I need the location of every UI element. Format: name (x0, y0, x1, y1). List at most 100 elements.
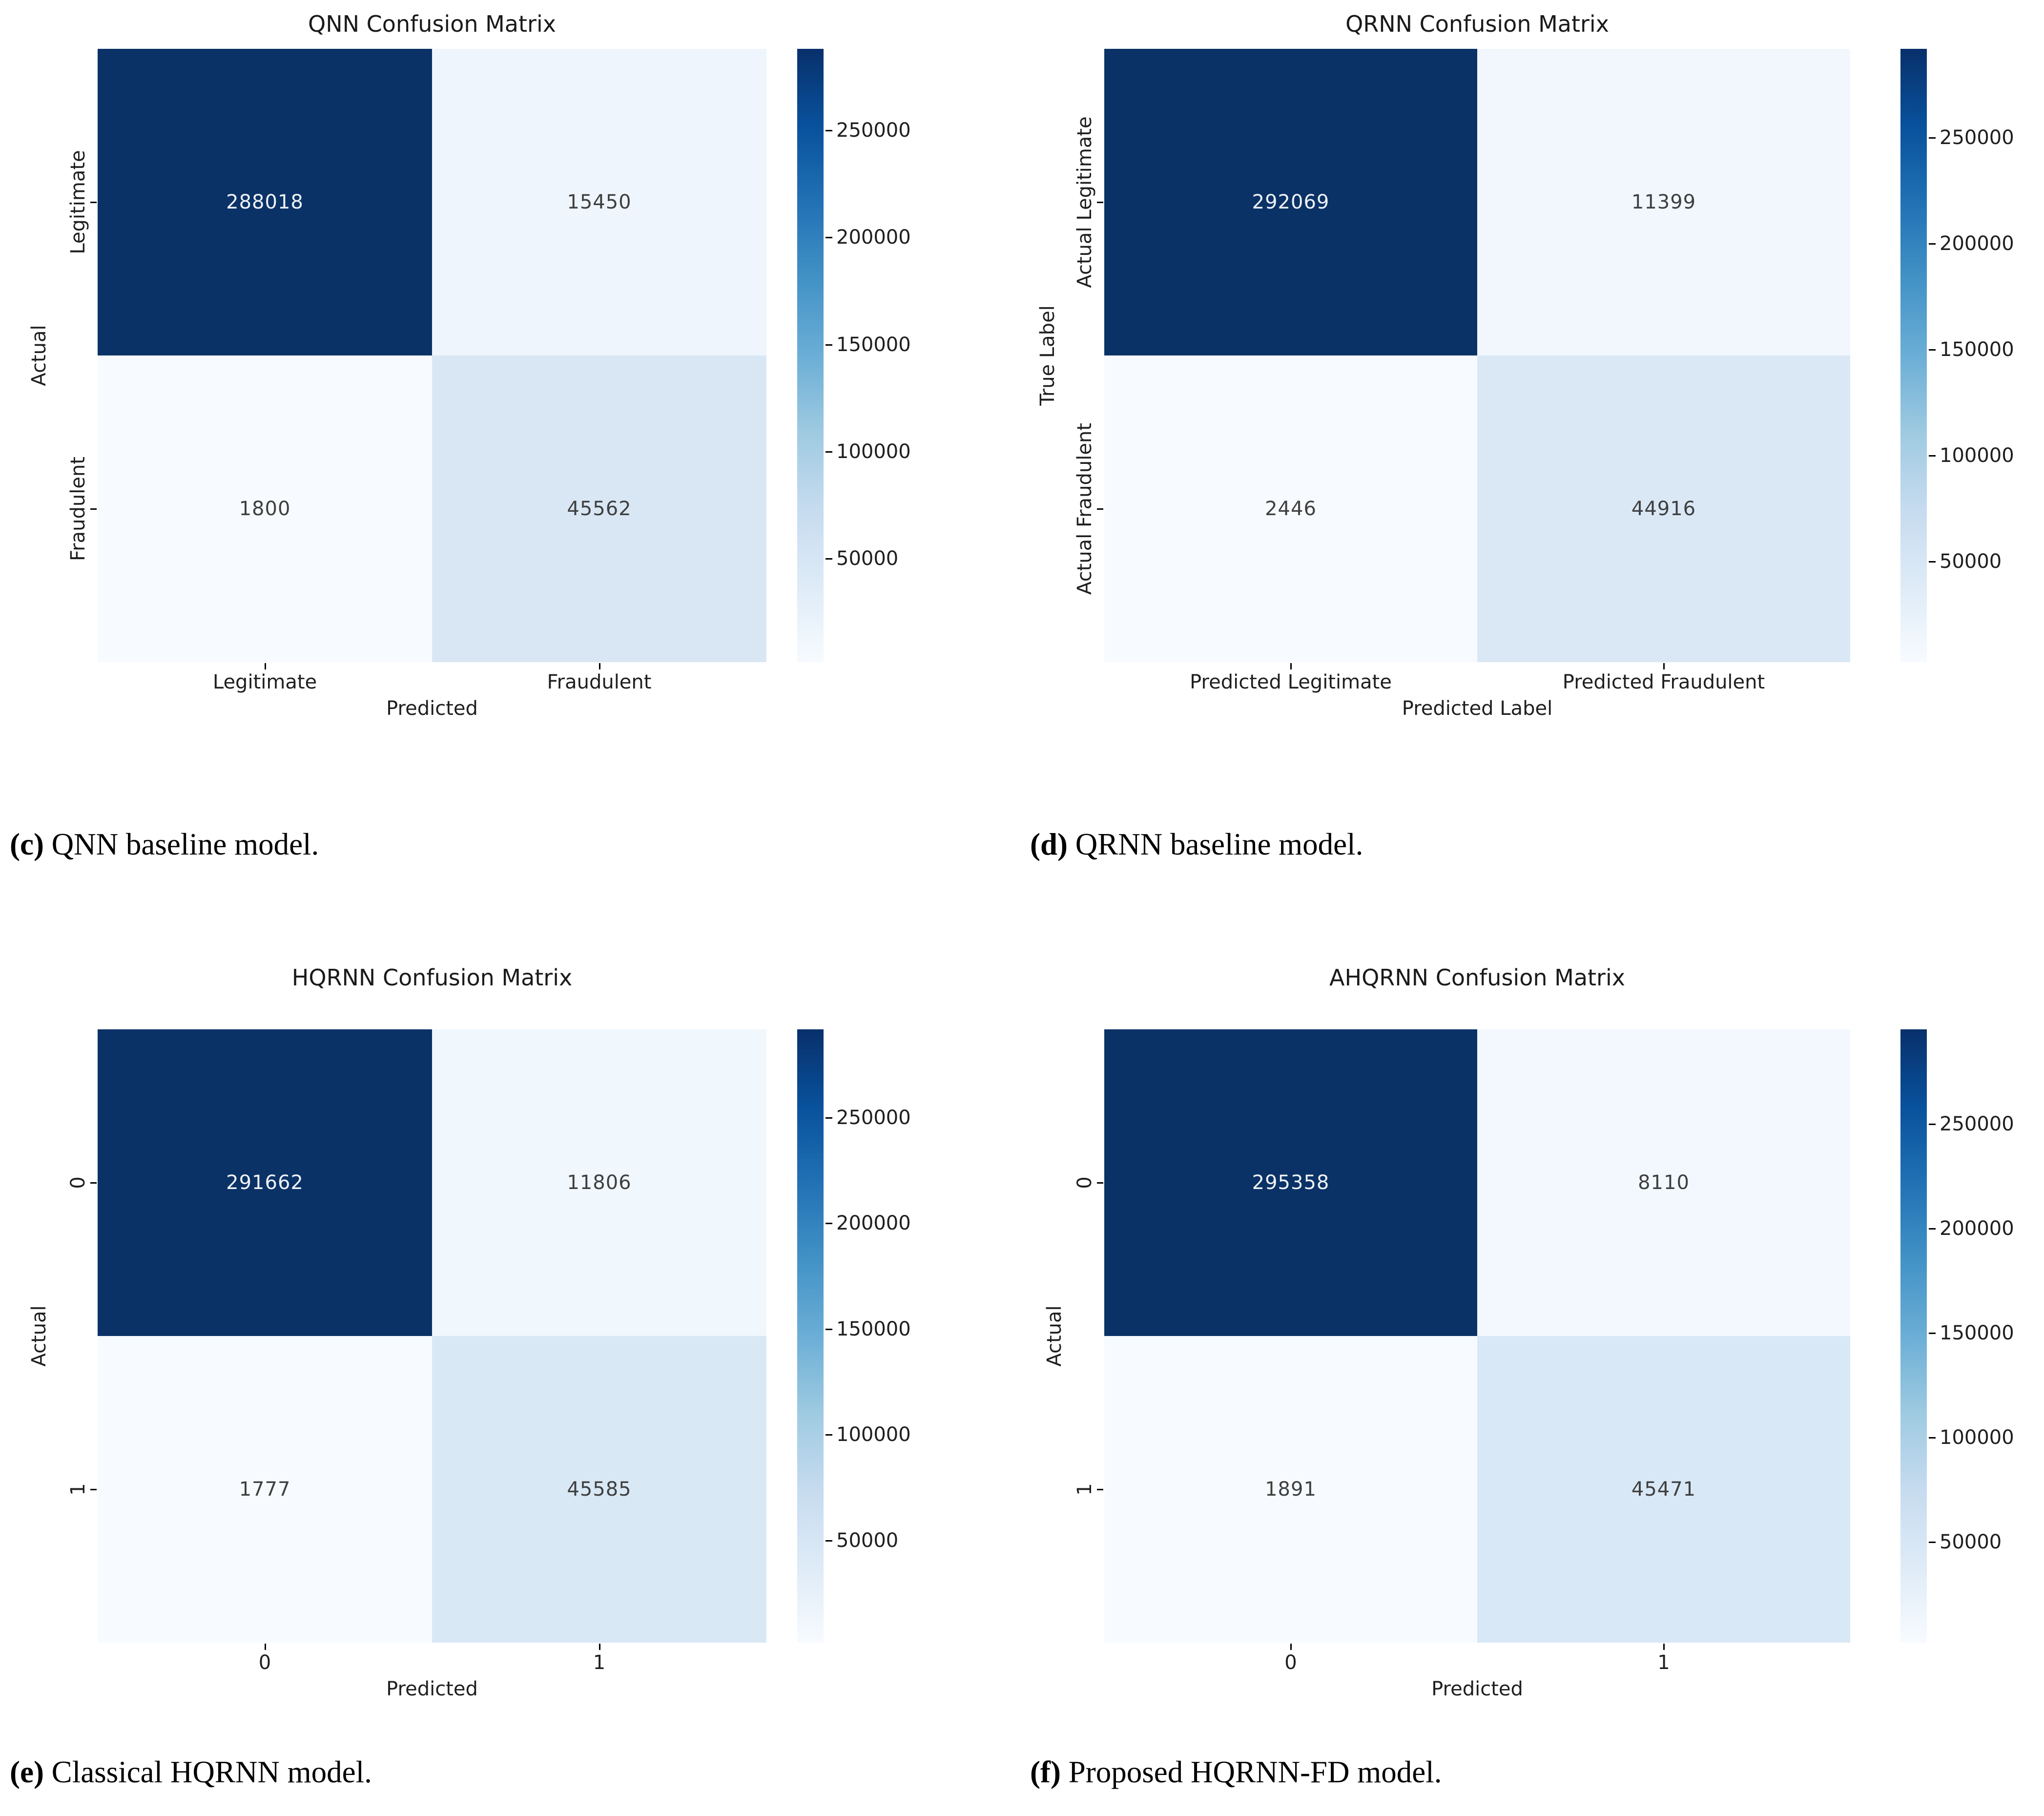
x-tick-label: 1 (1657, 1651, 1670, 1674)
x-tick-mark (1663, 663, 1665, 669)
matrix-cell: 1800 (98, 355, 432, 662)
y-axis-title: Actual (28, 1305, 50, 1367)
x-tick-label: Fraudulent (547, 671, 652, 693)
cell-value: 11399 (1631, 191, 1696, 213)
caption-text: Classical HQRNN model. (43, 1755, 372, 1789)
figure-caption: (e) Classical HQRNN model. (10, 1754, 372, 1790)
colorbar-tick-mark (1929, 561, 1936, 563)
colorbar-gradient (1900, 49, 1927, 662)
caption-letter: (f) (1030, 1755, 1061, 1789)
colorbar-tick-mark (826, 1540, 832, 1542)
x-tick-mark (1290, 663, 1292, 669)
colorbar-tick-label: 50000 (1940, 550, 2002, 573)
colorbar-tick-label: 100000 (1940, 1426, 2014, 1449)
y-tick-label: 0 (1074, 1176, 1096, 1189)
chart-title: QRNN Confusion Matrix (1345, 11, 1609, 37)
cell-value: 45585 (567, 1478, 632, 1501)
x-tick-mark (264, 1644, 266, 1650)
chart-title: AHQRNN Confusion Matrix (1329, 964, 1625, 991)
cell-value: 1800 (239, 498, 291, 520)
colorbar-gradient (797, 1029, 824, 1643)
colorbar-tick-mark (826, 451, 832, 453)
cell-value: 291662 (226, 1171, 304, 1194)
cell-value: 11806 (567, 1171, 632, 1194)
colorbar-tick-mark (826, 1223, 832, 1225)
cell-value: 1777 (239, 1478, 291, 1501)
x-axis-title: Predicted (1431, 1678, 1523, 1700)
colorbar-tick-label: 50000 (836, 1529, 899, 1552)
colorbar-tick-mark (1929, 349, 1936, 351)
colorbar-tick-mark (1929, 1437, 1936, 1439)
matrix-cell: 1777 (98, 1336, 432, 1643)
cell-value: 45562 (567, 498, 632, 520)
x-tick-label: 0 (258, 1651, 271, 1674)
caption-letter: (c) (10, 827, 44, 861)
colorbar: 250000 200000 150000 100000 50000 (797, 1029, 944, 1643)
y-tick-label: Actual Fraudulent (1074, 423, 1096, 595)
heatmap-matrix: 291662 11806 1777 45585 (98, 1029, 766, 1643)
matrix-cell: 11806 (432, 1029, 766, 1336)
x-tick-label: Predicted Fraudulent (1562, 671, 1765, 693)
confusion-matrix-panel-hqrnn: HQRNN Confusion Matrix 291662 11806 1777… (0, 908, 1022, 1816)
cell-value: 295358 (1252, 1171, 1330, 1194)
x-tick-label: Predicted Legitimate (1190, 671, 1392, 693)
colorbar-tick-label: 100000 (836, 1423, 911, 1446)
confusion-matrix-panel-qrnn: QRNN Confusion Matrix 292069 11399 2446 … (1022, 0, 2044, 908)
x-tick-mark (264, 663, 266, 669)
caption-letter: (d) (1030, 827, 1068, 861)
caption-letter: (e) (10, 1755, 44, 1789)
cell-value: 288018 (226, 191, 304, 213)
colorbar-tick-mark (826, 344, 832, 346)
caption-text: QNN baseline model. (43, 827, 319, 861)
x-tick-label: Legitimate (212, 671, 317, 693)
y-tick-mark (1097, 1489, 1103, 1490)
figure-caption: (f) Proposed HQRNN-FD model. (1030, 1754, 1442, 1790)
y-tick-label: Legitimate (67, 150, 89, 254)
y-tick-label: 1 (67, 1483, 89, 1496)
heatmap-matrix: 292069 11399 2446 44916 (1104, 49, 1850, 662)
x-axis-title: Predicted (386, 1678, 478, 1700)
caption-text: QRNN baseline model. (1068, 827, 1363, 861)
confusion-matrix-panel-qnn: QNN Confusion Matrix 288018 15450 1800 4… (0, 0, 1022, 908)
y-axis-title: Actual (1043, 1305, 1066, 1367)
matrix-cell: 292069 (1104, 49, 1477, 355)
colorbar-tick-label: 200000 (1940, 232, 2014, 255)
figure-caption: (c) QNN baseline model. (10, 827, 319, 862)
colorbar-tick-mark (826, 129, 832, 131)
matrix-cell: 1891 (1104, 1336, 1477, 1643)
cell-value: 1891 (1265, 1478, 1317, 1501)
x-tick-label: 1 (593, 1651, 606, 1674)
colorbar-tick-label: 100000 (1940, 444, 2014, 467)
x-axis-title: Predicted Label (1402, 697, 1553, 720)
y-axis-title: Actual (28, 325, 50, 386)
matrix-cell: 291662 (98, 1029, 432, 1336)
caption-text: Proposed HQRNN-FD model. (1060, 1755, 1442, 1789)
matrix-cell: 15450 (432, 49, 766, 355)
colorbar: 250000 200000 150000 100000 50000 (797, 49, 944, 662)
matrix-cell: 8110 (1477, 1029, 1850, 1336)
matrix-cell: 288018 (98, 49, 432, 355)
colorbar-tick-label: 50000 (1940, 1531, 2002, 1554)
colorbar-tick-mark (1929, 243, 1936, 245)
colorbar: 250000 200000 150000 100000 50000 (1900, 1029, 2044, 1643)
y-tick-mark (90, 1182, 97, 1184)
x-axis-title: Predicted (386, 697, 478, 720)
colorbar-tick-mark (826, 1328, 832, 1330)
x-tick-mark (599, 1644, 600, 1650)
colorbar-tick-label: 250000 (1940, 1113, 2014, 1136)
x-tick-label: 0 (1284, 1651, 1297, 1674)
y-axis-title: True Label (1036, 305, 1059, 406)
colorbar-tick-label: 150000 (836, 1317, 911, 1340)
matrix-cell: 2446 (1104, 355, 1477, 662)
colorbar-gradient (1900, 1029, 1927, 1643)
colorbar-tick-mark (1929, 1542, 1936, 1544)
colorbar-tick-label: 150000 (1940, 338, 2014, 361)
cell-value: 2446 (1265, 498, 1317, 520)
colorbar-tick-mark (826, 1117, 832, 1119)
heatmap-matrix: 295358 8110 1891 45471 (1104, 1029, 1850, 1643)
y-tick-mark (1097, 202, 1103, 203)
heatmap-matrix: 288018 15450 1800 45562 (98, 49, 766, 662)
matrix-cell: 11399 (1477, 49, 1850, 355)
cell-value: 44916 (1631, 498, 1696, 520)
